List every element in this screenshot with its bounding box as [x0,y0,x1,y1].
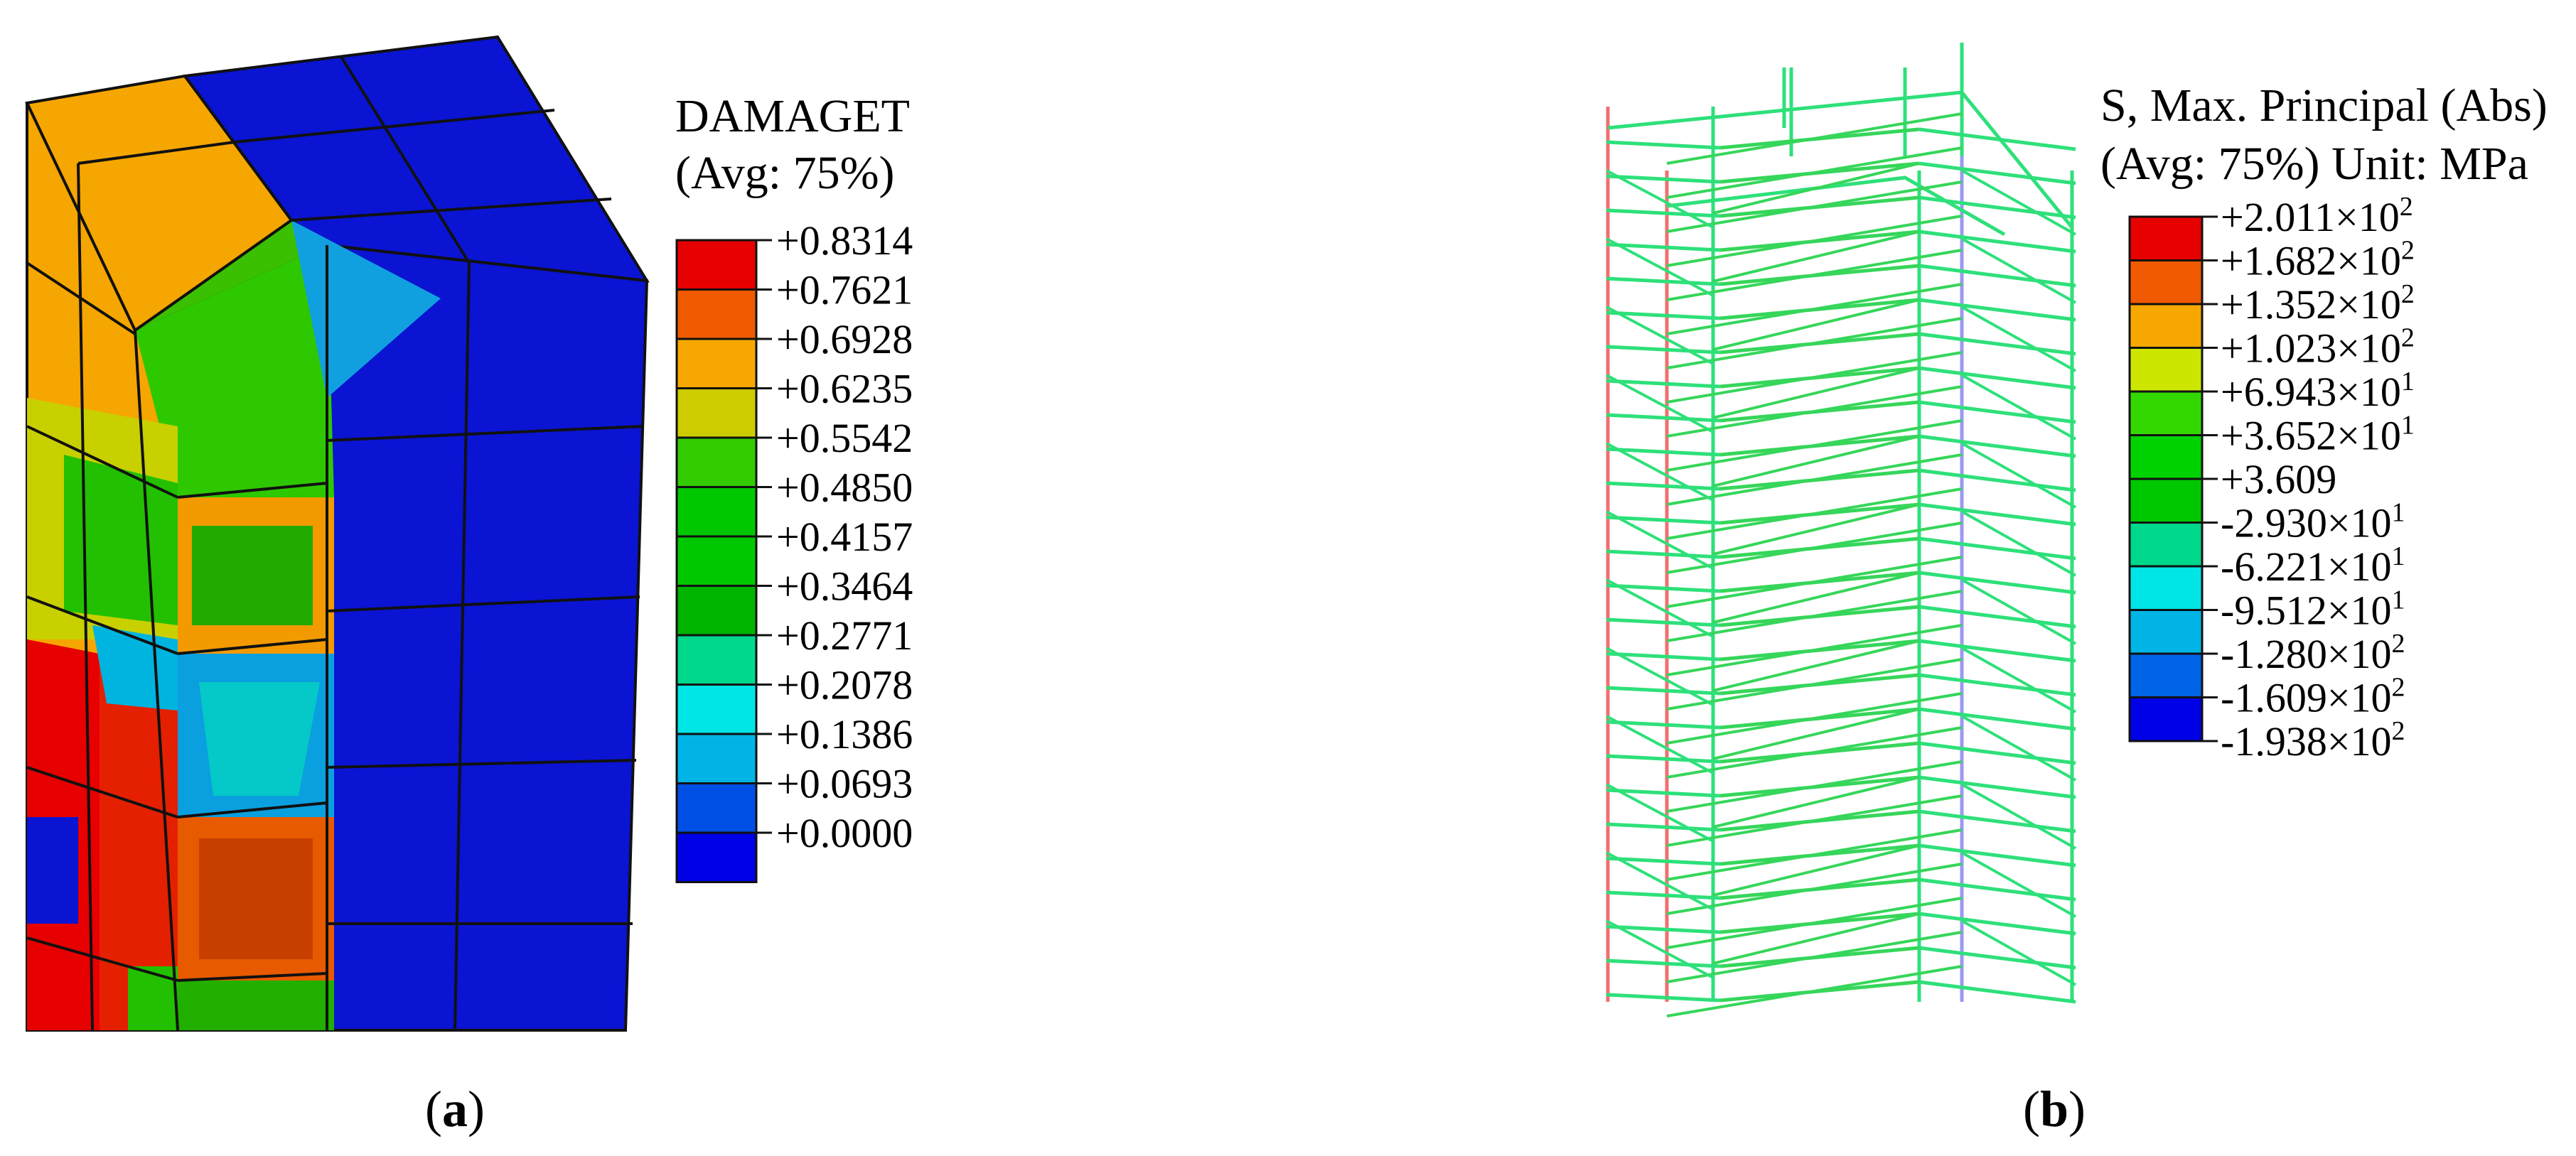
legend-swatch [2128,303,2204,349]
legend-label-exponent: 2 [2392,673,2405,703]
legend-title: S, Max. Principal (Abs) [2100,80,2548,131]
legend-swatch [2128,347,2204,393]
legend-label-mantissa: +3.652×10 [2221,413,2401,459]
fe-mesh-damage-model [25,35,650,1032]
legend-swatch [675,436,758,488]
legend-label: -9.512×101 [2221,585,2405,634]
legend-label-exponent: 2 [2401,279,2415,309]
legend-label: -1.938×102 [2221,716,2405,765]
legend-swatch [2128,652,2204,698]
legend-label-mantissa: -6.221×10 [2221,544,2392,590]
legend-color-bar [675,239,758,883]
legend-label: +0.2771 [776,612,913,659]
legend-label-mantissa: +2.011×10 [2221,194,2400,240]
legend-label: -6.221×101 [2221,541,2405,590]
caption-a-letter: a [442,1081,468,1138]
legend-swatch [675,634,758,686]
legend-label-mantissa: -9.512×10 [2221,588,2392,634]
legend-swatch [675,782,758,834]
legend-label: +0.6928 [776,316,913,362]
legend-title: DAMAGET [675,90,910,142]
legend-label: -1.280×102 [2221,629,2405,677]
caption-b: (b) [2023,1081,2086,1138]
legend-label: +1.682×102 [2221,236,2415,284]
legend-label: +0.0000 [776,810,913,856]
legend-label: +0.7621 [776,267,913,313]
legend-label: +3.652×101 [2221,411,2415,459]
scaffold-wireframe-model [1606,43,2076,1017]
legend-label: +1.023×102 [2221,323,2415,372]
legend-swatch [2128,259,2204,306]
legend-swatch [675,535,758,587]
legend-label-exponent: 1 [2401,367,2415,396]
legend-label-mantissa: +3.609 [2221,456,2336,502]
legend-swatch [675,387,758,439]
legend-label-mantissa: +1.682×10 [2221,238,2401,284]
legend-color-bar [2128,215,2204,742]
legend-label-exponent: 2 [2392,716,2405,746]
legend-swatch [2128,215,2204,261]
legend-label: +0.1386 [776,711,913,757]
legend-label: +0.5542 [776,415,913,461]
legend-label-exponent: 2 [2392,629,2405,659]
legend-label-mantissa: +6.943×10 [2221,369,2401,415]
legend-swatch [2128,434,2204,480]
legend-swatch [2128,696,2204,742]
legend-label: +3.609 [2221,456,2336,502]
legend-label-mantissa: +1.352×10 [2221,281,2401,328]
legend-swatch [2128,565,2204,611]
legend-label: +1.352×102 [2221,279,2415,328]
legend-swatch [675,337,758,389]
panel-b-stress-contour: S, Max. Principal (Abs) (Avg: 75%) Unit:… [1606,43,2548,1138]
legend-label-exponent: 1 [2392,585,2405,615]
legend-label-exponent: 2 [2401,236,2415,266]
damage-legend: DAMAGET (Avg: 75%) +0.8314+0.7621+0.6928… [675,90,913,883]
legend-label-mantissa: -1.938×10 [2221,718,2392,765]
legend-label: +6.943×101 [2221,367,2415,415]
legend-subtitle: (Avg: 75%) [675,147,895,199]
legend-label: +2.011×102 [2221,192,2413,240]
legend-labels: +0.8314+0.7621+0.6928+0.6235+0.5542+0.48… [756,217,913,856]
legend-label-exponent: 2 [2401,323,2415,353]
legend-label-exponent: 1 [2392,541,2405,571]
legend-swatch [675,486,758,538]
caption-b-letter: b [2040,1081,2068,1138]
legend-label: +0.0693 [776,761,913,807]
legend-swatch [2128,522,2204,568]
legend-label-mantissa: -1.280×10 [2221,631,2392,677]
legend-label-mantissa: -1.609×10 [2221,675,2392,721]
legend-label: +0.6235 [776,366,913,412]
legend-swatch [675,733,758,784]
legend-swatch [675,684,758,735]
legend-label: +0.4157 [776,514,913,560]
legend-label-exponent: 2 [2400,192,2413,222]
legend-label: +0.4850 [776,465,913,511]
legend-label-exponent: 1 [2401,411,2415,441]
legend-swatch [2128,477,2204,524]
legend-label: -2.930×101 [2221,498,2405,546]
legend-label: -1.609×102 [2221,673,2405,721]
legend-swatch [2128,390,2204,436]
legend-swatch [2128,609,2204,655]
legend-label: +0.3464 [776,563,913,610]
legend-label-mantissa: -2.930×10 [2221,500,2392,546]
stress-legend: S, Max. Principal (Abs) (Avg: 75%) Unit:… [2100,80,2548,765]
caption-a: (a) [425,1081,485,1138]
legend-label: +0.8314 [776,217,913,264]
legend-swatch [675,831,758,883]
legend-label-mantissa: +1.023×10 [2221,325,2401,372]
legend-swatch [675,288,758,340]
legend-subtitle: (Avg: 75%) Unit: MPa [2100,138,2528,190]
legend-label: +0.2078 [776,662,913,708]
legend-label-exponent: 1 [2392,498,2405,528]
legend-swatch [675,585,758,637]
legend-swatch [675,239,758,291]
legend-labels: +2.011×102+1.682×102+1.352×102+1.023×102… [2202,192,2415,765]
panel-a-damage-contour: DAMAGET (Avg: 75%) +0.8314+0.7621+0.6928… [25,35,913,1138]
